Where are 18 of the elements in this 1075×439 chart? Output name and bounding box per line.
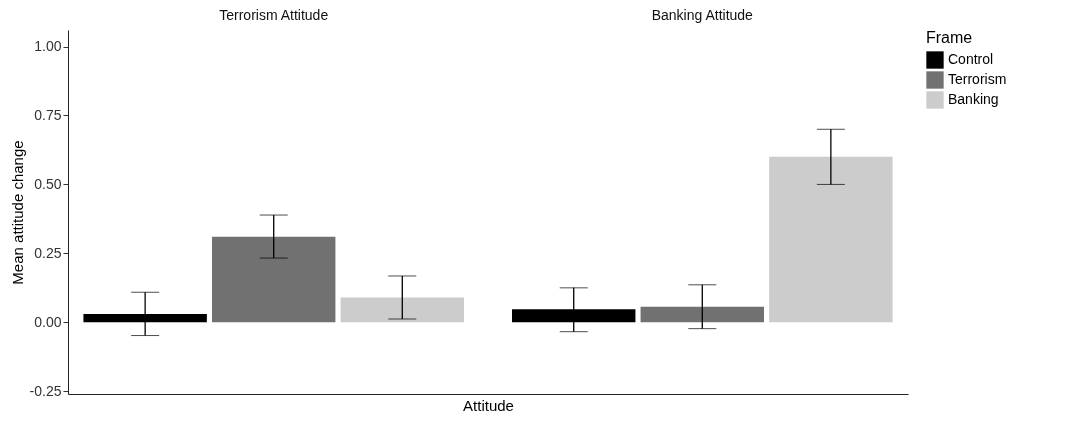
y-tick-label: 0.25 bbox=[34, 244, 62, 261]
x-axis-title: Attitude bbox=[463, 396, 514, 414]
y-tick-label: 0.75 bbox=[34, 106, 62, 123]
legend-label: Control bbox=[948, 51, 994, 67]
bar bbox=[769, 156, 893, 323]
legend-title: Frame bbox=[926, 29, 973, 46]
y-axis-title: Mean attitude change bbox=[8, 140, 26, 285]
bar bbox=[212, 236, 336, 323]
bar bbox=[340, 297, 464, 323]
y-tick-label: 1.00 bbox=[34, 38, 62, 55]
legend-label: Terrorism bbox=[948, 71, 1007, 87]
y-tick-label: -0.25 bbox=[29, 382, 62, 399]
x-tick-label: Banking Attitude bbox=[651, 6, 754, 23]
legend-label: Banking bbox=[948, 91, 999, 107]
x-tick-label: Terrorism Attitude bbox=[219, 6, 329, 23]
y-tick-label: 0.50 bbox=[34, 175, 62, 192]
y-tick-label: 0.00 bbox=[34, 313, 62, 330]
bar bbox=[640, 306, 764, 323]
